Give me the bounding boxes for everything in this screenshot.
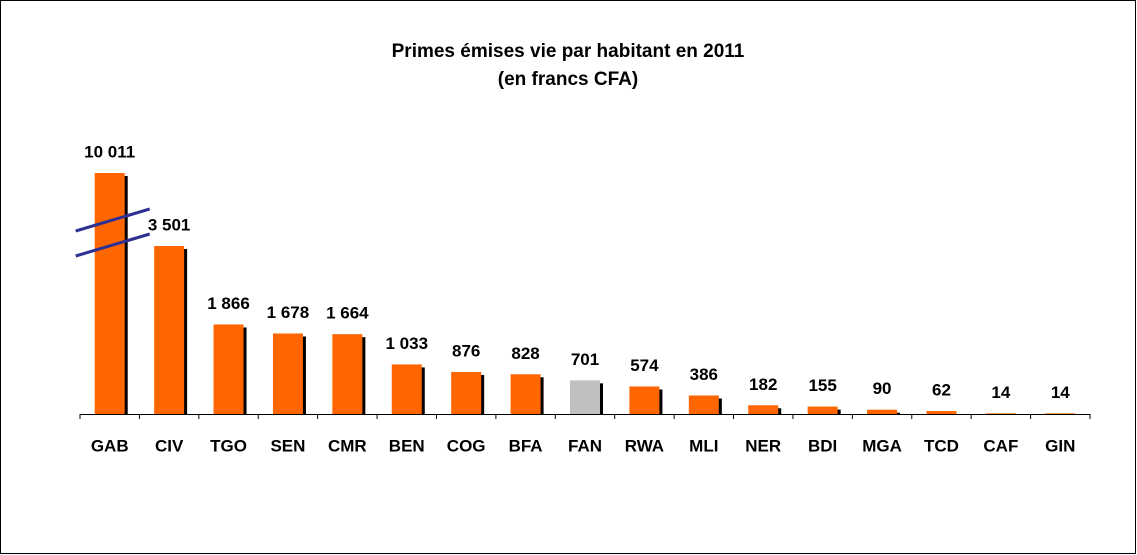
value-label: 1 678 — [267, 303, 310, 322]
chart-subtitle: (en francs CFA) — [498, 69, 638, 90]
value-label: 155 — [808, 376, 836, 395]
bar — [985, 413, 1016, 414]
bar — [1045, 413, 1076, 414]
value-label: 1 866 — [207, 294, 250, 313]
value-label: 10 011 — [84, 142, 135, 161]
x-tick-label: COG — [447, 436, 486, 455]
bar — [688, 395, 719, 414]
value-label: 574 — [630, 356, 659, 375]
x-tick-label: SEN — [270, 436, 305, 455]
bar — [510, 374, 541, 414]
x-tick-label: CIV — [155, 436, 184, 455]
bar — [926, 411, 957, 414]
value-label: 386 — [690, 365, 718, 384]
bar — [867, 409, 898, 414]
bar — [807, 406, 838, 414]
x-tick-label: TGO — [210, 436, 247, 455]
x-tick-label: MLI — [689, 436, 718, 455]
x-tick-label: FAN — [568, 436, 602, 455]
bar — [94, 173, 125, 414]
bar — [629, 386, 660, 414]
value-label: 828 — [511, 344, 539, 363]
axis-break — [75, 207, 151, 233]
x-tick-label: CMR — [328, 436, 367, 455]
value-label: 701 — [571, 350, 599, 369]
x-tick-label: RWA — [625, 436, 664, 455]
value-label: 90 — [873, 379, 892, 398]
value-label: 3 501 — [148, 215, 191, 234]
bar — [748, 405, 779, 414]
x-tick-label: GAB — [91, 436, 129, 455]
bar — [332, 334, 363, 414]
x-tick-label: BEN — [389, 436, 425, 455]
x-tick-label: CAF — [983, 436, 1018, 455]
value-label: 1 033 — [385, 334, 428, 353]
axis-break — [75, 232, 151, 258]
value-label: 1 664 — [326, 304, 369, 323]
bar — [391, 364, 422, 414]
x-tick-label: NER — [745, 436, 781, 455]
bar — [570, 380, 600, 414]
value-label: 14 — [991, 383, 1010, 402]
bar — [451, 371, 482, 414]
bar — [213, 324, 244, 414]
value-label: 876 — [452, 341, 480, 360]
bar — [272, 333, 303, 414]
value-label: 14 — [1051, 383, 1070, 402]
x-tick-label: TCD — [924, 436, 959, 455]
bar — [154, 246, 185, 414]
x-tick-label: BDI — [808, 436, 837, 455]
value-label: 182 — [749, 375, 777, 394]
value-label: 62 — [932, 381, 951, 400]
x-tick-label: MGA — [862, 436, 902, 455]
x-tick-label: GIN — [1045, 436, 1075, 455]
x-tick-label: BFA — [509, 436, 543, 455]
chart-title: Primes émises vie par habitant en 2011 — [392, 41, 745, 62]
